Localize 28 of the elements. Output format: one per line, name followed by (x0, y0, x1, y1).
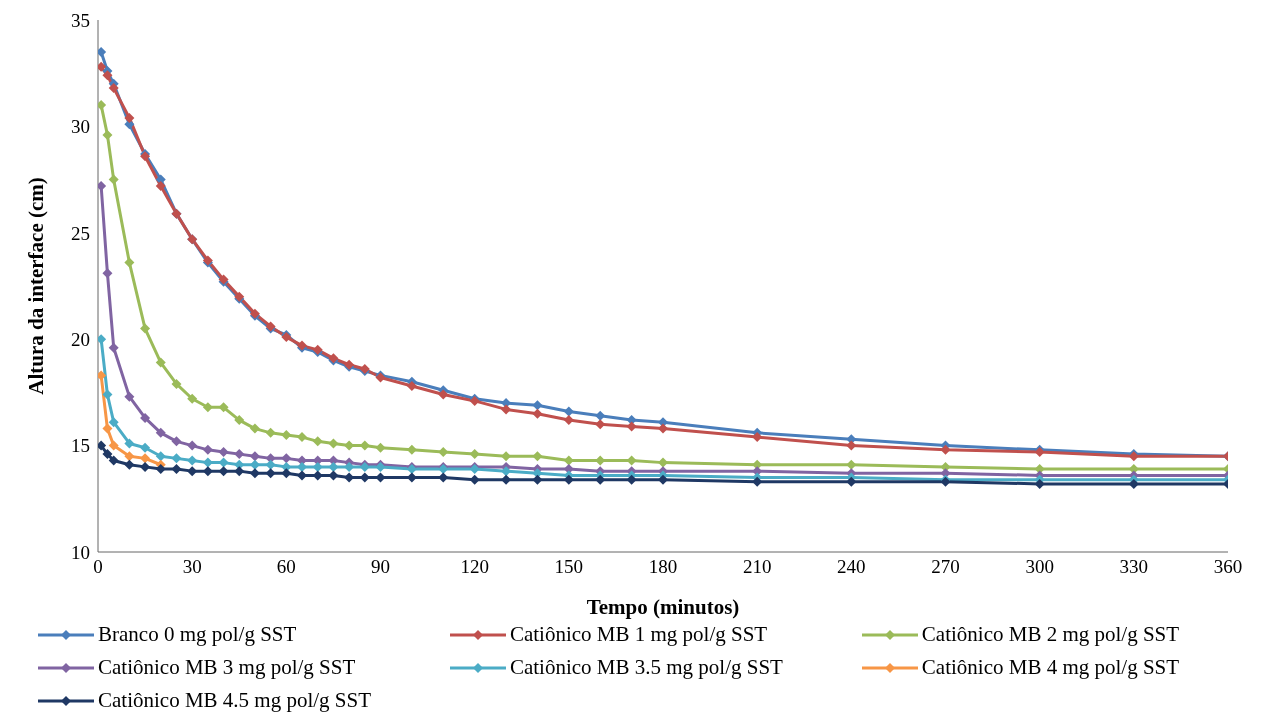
legend-label: Catiônico MB 3 mg pol/g SST (98, 655, 356, 680)
x-tick-label: 330 (1119, 556, 1149, 578)
x-tick-label: 120 (460, 556, 489, 578)
legend-label: Catiônico MB 4.5 mg pol/g SST (98, 688, 372, 713)
legend-label: Catiônico MB 2 mg pol/g SST (921, 622, 1180, 647)
x-tick-label: 0 (93, 556, 103, 578)
x-tick-label: 300 (1025, 556, 1054, 578)
legend-label: Catiônico MB 3.5 mg pol/g SST (509, 655, 783, 680)
legend-label: Catiônico MB 1 mg pol/g SST (509, 622, 768, 647)
x-tick-label: 30 (182, 556, 202, 578)
y-tick-label: 10 (71, 541, 90, 563)
x-tick-label: 150 (554, 556, 584, 578)
x-axis-title: Tempo (minutos) (586, 595, 740, 619)
x-tick-label: 360 (1213, 556, 1243, 578)
legend-label: Branco 0 mg pol/g SST (98, 622, 297, 647)
y-tick-label: 15 (71, 435, 90, 457)
x-tick-label: 60 (276, 556, 296, 578)
legend-label: Catiônico MB 4 mg pol/g SST (921, 655, 1180, 680)
y-tick-label: 30 (71, 116, 90, 138)
x-tick-label: 90 (371, 556, 390, 578)
y-tick-label: 25 (71, 222, 90, 244)
x-tick-label: 240 (837, 556, 866, 578)
y-tick-label: 20 (71, 328, 90, 350)
x-tick-label: 270 (931, 556, 960, 578)
x-tick-label: 210 (742, 556, 772, 578)
y-tick-label: 35 (71, 9, 90, 31)
x-tick-label: 180 (648, 556, 678, 578)
y-axis-title: Altura da interface (cm) (24, 177, 49, 395)
